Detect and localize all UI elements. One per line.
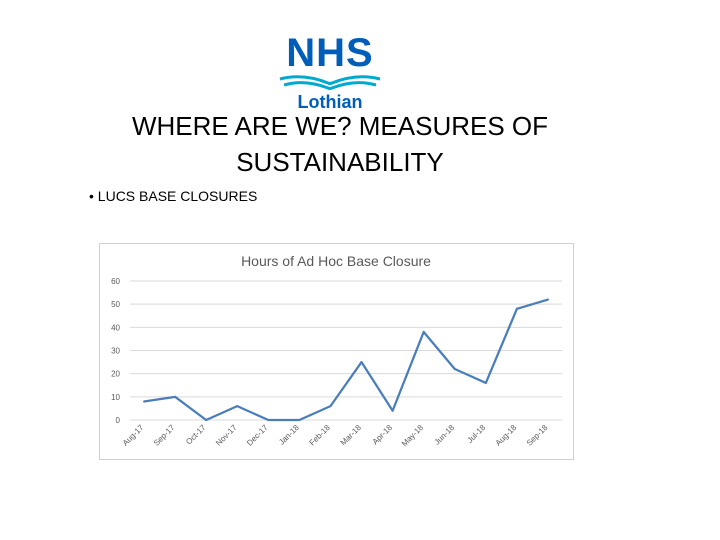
chart-container: Hours of Ad Hoc Base Closure 0 10 20 30 40 50… [99, 243, 574, 460]
slide-title: WHERE ARE WE? MEASURES OF SUSTAINABILITY [131, 111, 549, 177]
data-point [547, 298, 549, 301]
logo-region-text: Lothian [297, 92, 363, 112]
y-tick-label: 0 [116, 416, 121, 425]
data-point [391, 409, 394, 412]
x-tick-label: Jun-18 [433, 423, 457, 447]
x-tick-label: Apr-18 [371, 423, 395, 447]
line-chart: Hours of Ad Hoc Base Closure 0 10 20 30 40 50… [111, 253, 562, 449]
data-point [453, 368, 456, 371]
x-tick-label: Jul-18 [465, 423, 487, 445]
x-tick-label: Sep-18 [525, 423, 550, 448]
y-tick-label: 20 [111, 370, 120, 379]
y-tick-label: 60 [111, 277, 120, 286]
data-point [205, 419, 208, 421]
x-tick-label: May-18 [400, 423, 426, 449]
x-tick-label: Oct-17 [184, 423, 208, 447]
bullet-text: LUCS BASE CLOSURES [97, 188, 258, 204]
logo-nhs-text: NHS [286, 31, 374, 75]
series-line-0 [143, 298, 549, 422]
bullet-item: • LUCS BASE CLOSURES [89, 188, 257, 204]
x-tick-label: Aug-18 [494, 423, 519, 448]
nhs-lothian-logo: NHS Lothian [274, 31, 386, 112]
data-point [267, 419, 270, 421]
x-tick-label: Nov-17 [214, 423, 239, 448]
data-point [236, 405, 239, 408]
data-point [329, 405, 332, 408]
x-tick-label: Dec-17 [245, 423, 270, 448]
data-point [515, 307, 518, 310]
x-tick-label: Sep-17 [152, 423, 177, 448]
data-point [360, 361, 363, 364]
bullet-marker: • [89, 188, 98, 204]
y-tick-label: 10 [111, 393, 120, 402]
logo-swoosh-icon [279, 75, 381, 90]
x-tick-label: Aug-17 [121, 423, 146, 448]
y-tick-label: 30 [111, 347, 120, 356]
data-point [143, 400, 145, 403]
data-point [174, 395, 177, 398]
data-point [298, 419, 301, 421]
y-tick-label: 40 [111, 323, 120, 332]
data-point [422, 330, 425, 333]
x-tick-label: Feb-18 [308, 423, 333, 448]
x-tick-label: Jan-18 [277, 423, 301, 447]
y-tick-label: 50 [111, 300, 120, 309]
data-point [484, 381, 487, 384]
x-tick-label: Mar-18 [339, 423, 364, 448]
chart-title: Hours of Ad Hoc Base Closure [241, 253, 431, 269]
